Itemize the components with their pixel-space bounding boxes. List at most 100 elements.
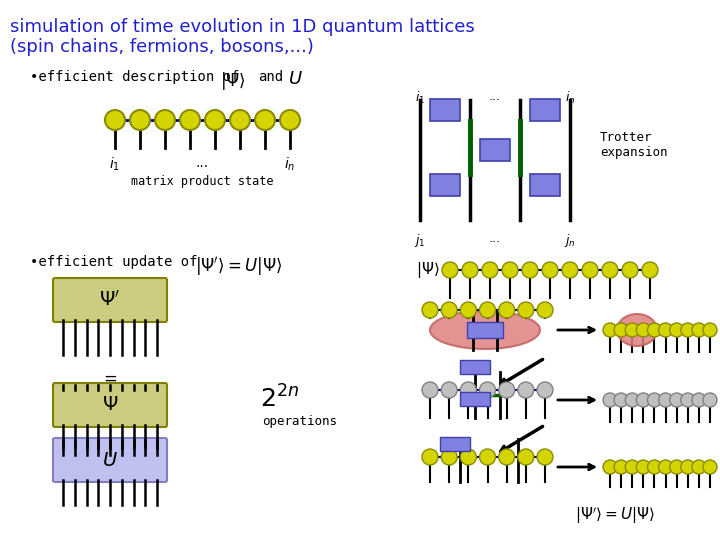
Bar xyxy=(530,99,560,121)
Circle shape xyxy=(518,382,534,398)
Text: $i_n$: $i_n$ xyxy=(564,90,575,106)
Text: $\Psi'$: $\Psi'$ xyxy=(99,290,120,310)
Text: $2^{2n}$: $2^{2n}$ xyxy=(260,385,300,412)
Circle shape xyxy=(518,302,534,318)
Bar xyxy=(440,437,470,451)
Circle shape xyxy=(703,460,717,474)
Bar xyxy=(467,322,503,338)
Text: •efficient description of: •efficient description of xyxy=(30,70,239,84)
Circle shape xyxy=(562,262,578,278)
Circle shape xyxy=(537,302,553,318)
Circle shape xyxy=(180,110,200,130)
FancyBboxPatch shape xyxy=(53,383,167,427)
Circle shape xyxy=(422,302,438,318)
Circle shape xyxy=(636,393,650,407)
Circle shape xyxy=(670,460,684,474)
FancyBboxPatch shape xyxy=(53,278,167,322)
Circle shape xyxy=(681,460,695,474)
Text: $|\Psi\rangle$: $|\Psi\rangle$ xyxy=(220,70,246,92)
Circle shape xyxy=(636,323,650,337)
Circle shape xyxy=(460,449,477,465)
Circle shape xyxy=(622,262,638,278)
Circle shape xyxy=(105,110,125,130)
Text: ...: ... xyxy=(489,90,501,103)
Circle shape xyxy=(422,449,438,465)
Circle shape xyxy=(602,262,618,278)
Circle shape xyxy=(692,393,706,407)
Circle shape xyxy=(441,382,457,398)
Circle shape xyxy=(614,323,628,337)
Circle shape xyxy=(614,393,628,407)
Circle shape xyxy=(614,460,628,474)
Circle shape xyxy=(537,382,553,398)
Text: $j_1$: $j_1$ xyxy=(414,232,426,249)
Circle shape xyxy=(499,449,515,465)
Text: $\Psi$: $\Psi$ xyxy=(102,395,118,415)
Bar xyxy=(430,174,460,196)
Circle shape xyxy=(692,323,706,337)
Circle shape xyxy=(542,262,558,278)
Bar xyxy=(460,360,490,374)
Circle shape xyxy=(659,393,672,407)
Circle shape xyxy=(480,302,495,318)
Circle shape xyxy=(603,323,617,337)
Circle shape xyxy=(670,323,684,337)
Text: $j_n$: $j_n$ xyxy=(564,232,576,249)
Circle shape xyxy=(518,449,534,465)
Circle shape xyxy=(205,110,225,130)
Circle shape xyxy=(422,382,438,398)
Circle shape xyxy=(441,302,457,318)
Circle shape xyxy=(642,262,658,278)
Text: Trotter
expansion: Trotter expansion xyxy=(600,131,667,159)
Circle shape xyxy=(155,110,175,130)
Text: and: and xyxy=(258,70,283,84)
Ellipse shape xyxy=(430,311,540,349)
Circle shape xyxy=(703,323,717,337)
Circle shape xyxy=(255,110,275,130)
Circle shape xyxy=(460,302,477,318)
FancyBboxPatch shape xyxy=(53,438,167,482)
Circle shape xyxy=(647,393,662,407)
Text: operations: operations xyxy=(262,415,337,428)
Circle shape xyxy=(670,393,684,407)
Circle shape xyxy=(130,110,150,130)
Circle shape xyxy=(625,393,639,407)
Circle shape xyxy=(462,262,478,278)
Text: $i_n$: $i_n$ xyxy=(284,156,296,173)
Circle shape xyxy=(522,262,538,278)
Bar xyxy=(460,392,490,406)
Circle shape xyxy=(480,382,495,398)
Circle shape xyxy=(537,449,553,465)
Circle shape xyxy=(603,393,617,407)
Bar xyxy=(480,139,510,161)
Circle shape xyxy=(480,449,495,465)
Circle shape xyxy=(441,449,457,465)
Circle shape xyxy=(625,323,639,337)
Circle shape xyxy=(502,262,518,278)
Text: $i_1$: $i_1$ xyxy=(415,90,425,106)
Text: ...: ... xyxy=(489,232,501,245)
Circle shape xyxy=(703,393,717,407)
Circle shape xyxy=(603,460,617,474)
Circle shape xyxy=(659,323,672,337)
Bar xyxy=(530,174,560,196)
Text: •efficient update of: •efficient update of xyxy=(30,255,197,269)
Text: $i_1$: $i_1$ xyxy=(109,156,120,173)
Text: $U$: $U$ xyxy=(288,70,303,88)
Text: =: = xyxy=(103,370,117,388)
Circle shape xyxy=(681,323,695,337)
Circle shape xyxy=(499,302,515,318)
Text: $|\Psi\rangle$: $|\Psi\rangle$ xyxy=(416,260,440,280)
Text: simulation of time evolution in 1D quantum lattices: simulation of time evolution in 1D quant… xyxy=(10,18,474,36)
Circle shape xyxy=(659,460,672,474)
Circle shape xyxy=(280,110,300,130)
Text: $|\Psi'\rangle = U|\Psi\rangle$: $|\Psi'\rangle = U|\Psi\rangle$ xyxy=(195,255,282,278)
Circle shape xyxy=(442,262,458,278)
Circle shape xyxy=(460,382,477,398)
Circle shape xyxy=(636,460,650,474)
Circle shape xyxy=(692,460,706,474)
Circle shape xyxy=(625,460,639,474)
Circle shape xyxy=(499,382,515,398)
Ellipse shape xyxy=(617,314,657,346)
Bar xyxy=(430,99,460,121)
